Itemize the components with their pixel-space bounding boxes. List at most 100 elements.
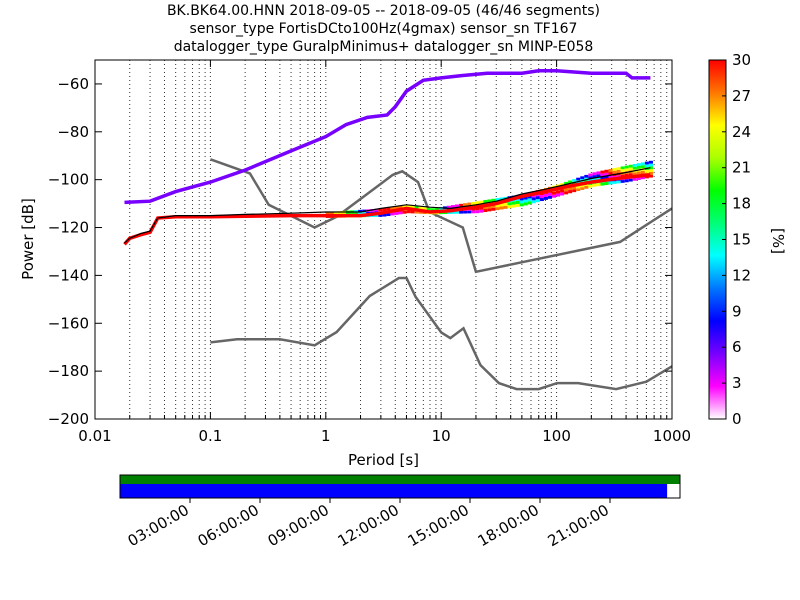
psd-cell — [394, 212, 399, 215]
psd-cell — [592, 172, 597, 176]
psd-cell — [592, 183, 597, 187]
psd-cell — [620, 169, 625, 172]
y-tick-label: −120 — [48, 219, 89, 237]
x-axis-label: Period [s] — [348, 451, 419, 469]
availability-tick-label: 03:00:00 — [125, 501, 192, 550]
availability-bottom-strip — [120, 484, 668, 498]
psd-cell — [580, 176, 585, 180]
chart-title-line-3: datalogger_type GuralpMinimus+ datalogge… — [173, 39, 594, 55]
psd-cell — [620, 166, 625, 170]
colorbar-tick-label: 15 — [732, 231, 751, 249]
psd-cell — [576, 188, 581, 192]
psd-cell — [556, 190, 561, 194]
psd-cell — [572, 186, 577, 190]
psd-cell — [446, 205, 452, 209]
psd-cell — [487, 205, 492, 209]
psd-cell — [644, 161, 649, 165]
psd-cell — [402, 210, 407, 214]
psd-cell — [551, 194, 557, 198]
psd-cell — [487, 199, 492, 203]
psd-cell — [499, 203, 504, 207]
plot-frame — [94, 59, 673, 420]
psd-cell — [636, 163, 641, 166]
psd-cell — [471, 210, 476, 214]
psd-cell — [479, 200, 484, 204]
psd-cell — [620, 174, 625, 178]
psd-cell — [600, 182, 605, 186]
psd-cell — [640, 170, 645, 174]
psd-cell — [592, 175, 597, 179]
psd-cell — [628, 173, 633, 176]
psd-cell — [608, 168, 613, 173]
psd-cell — [491, 198, 496, 202]
psd-cell — [426, 207, 431, 212]
psd-cell — [628, 164, 633, 168]
psd-cell — [551, 191, 557, 195]
psd-cell — [632, 166, 637, 170]
psd-cell — [576, 185, 581, 189]
colorbar-tick-label: 24 — [732, 123, 751, 141]
colorbar: 0 3 6 9 12 15 18 21 24 27 30 [%] — [708, 51, 787, 428]
psd-cell — [564, 191, 569, 195]
psd-cell — [451, 205, 456, 209]
psd-cell — [463, 210, 468, 214]
psd-cell — [455, 204, 460, 208]
psd-cell — [640, 176, 645, 180]
psd-cell — [515, 203, 520, 207]
psd-cell — [572, 179, 577, 182]
psd-cell — [612, 170, 617, 174]
colorbar-tick-label: 27 — [732, 87, 751, 105]
psd-cell — [507, 205, 512, 209]
psd-cell — [463, 203, 468, 206]
x-tick-label: 0.01 — [78, 427, 111, 445]
psd-cell — [636, 177, 641, 180]
psd-cell — [406, 210, 411, 214]
psd-cell — [616, 180, 621, 184]
psd-cell — [422, 207, 427, 211]
availability-tick-label: 09:00:00 — [265, 501, 332, 550]
psd-cell — [398, 205, 403, 209]
axes: 0.01 0.1 1 10 100 1000 −200 −180 −160 −140 −120 −10… — [48, 60, 691, 445]
psd-cell — [503, 205, 508, 209]
psd-cell — [410, 205, 415, 209]
psd-cell — [430, 208, 435, 212]
psd-cell — [491, 204, 496, 208]
psd-cell — [580, 184, 585, 188]
x-tick-label: 1 — [321, 427, 331, 445]
y-tick-label: −100 — [48, 171, 89, 189]
psd-cell — [608, 181, 613, 185]
psd-cell — [325, 211, 330, 215]
psd-cell — [475, 210, 480, 214]
plot-data — [123, 69, 672, 391]
grid — [129, 60, 668, 419]
psd-cell — [648, 166, 653, 170]
psd-cell — [556, 193, 561, 197]
psd-cell — [499, 206, 504, 210]
y-tick-label: −80 — [57, 123, 89, 141]
psd-mean-line — [124, 167, 651, 244]
psd-cell — [592, 178, 597, 181]
psd-cell — [588, 176, 593, 180]
psd-cell — [410, 210, 415, 214]
psd-cell — [382, 213, 387, 217]
psd-cell — [491, 207, 496, 211]
psd-cell — [378, 208, 383, 212]
psd-cell — [333, 211, 338, 215]
psd-cell — [495, 198, 500, 202]
psd-cell — [475, 201, 480, 205]
psd-cell — [394, 206, 399, 210]
psd-cell — [386, 213, 391, 216]
psd-cell — [358, 209, 363, 213]
y-tick-label: −60 — [57, 75, 89, 93]
psd-cell — [608, 175, 613, 179]
psd-cell — [632, 172, 637, 176]
psd-cell — [354, 210, 359, 213]
psd-cell — [636, 171, 641, 175]
psd-cell — [434, 207, 439, 211]
psd-cell — [354, 212, 359, 215]
psd-cell — [624, 173, 629, 177]
psd-cell — [568, 180, 573, 184]
psd-cell — [414, 211, 419, 214]
psd-cell — [624, 165, 629, 169]
x-tick-label: 10 — [432, 427, 451, 445]
